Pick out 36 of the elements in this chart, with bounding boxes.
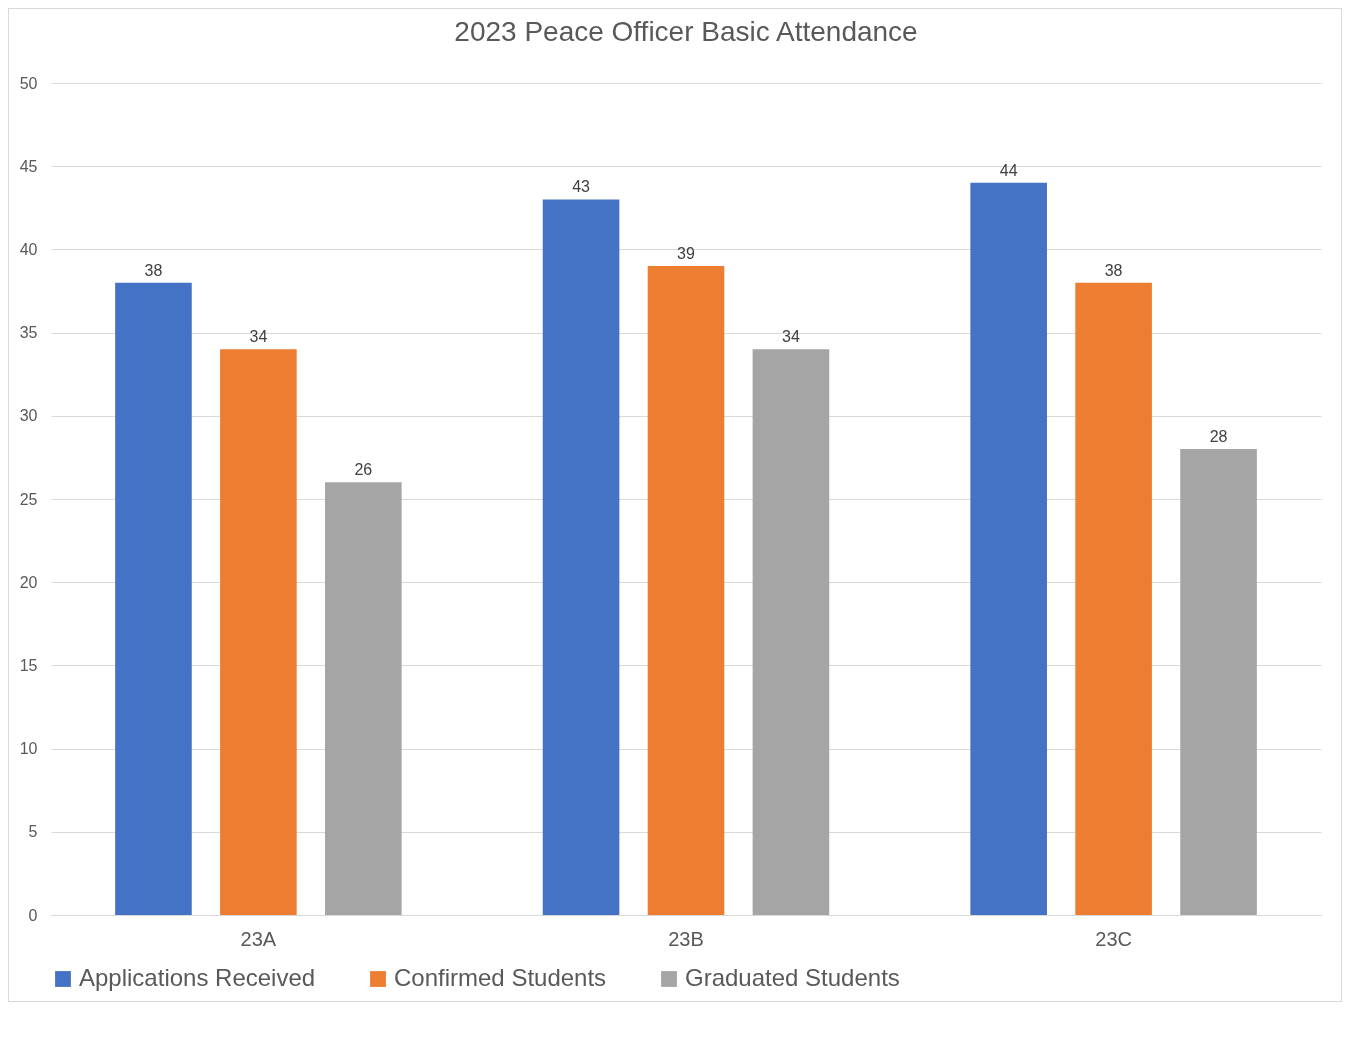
x-tick-label: 23C <box>1095 927 1132 950</box>
data-label: 39 <box>677 245 695 263</box>
legend-label: Applications Received <box>79 964 316 991</box>
x-tick-label: 23B <box>668 927 704 950</box>
y-tick-label: 35 <box>19 324 38 342</box>
y-tick-label: 50 <box>19 74 38 92</box>
y-tick-label: 40 <box>19 240 38 258</box>
data-label: 44 <box>999 161 1018 179</box>
y-tick-label: 25 <box>19 490 38 508</box>
bar <box>542 199 620 915</box>
bar <box>970 182 1047 915</box>
bar <box>115 282 192 915</box>
chart-title: 2023 Peace Officer Basic Attendance <box>454 16 918 47</box>
y-tick-label: 45 <box>19 157 38 175</box>
y-tick-label: 30 <box>19 407 38 425</box>
data-label: 43 <box>572 178 591 196</box>
data-label: 26 <box>354 461 373 479</box>
data-label: 38 <box>1104 261 1123 279</box>
legend-label: Confirmed Students <box>394 964 607 991</box>
data-label: 38 <box>144 261 163 279</box>
bar <box>752 349 830 915</box>
y-tick-label: 0 <box>28 906 38 924</box>
data-label: 34 <box>782 328 800 346</box>
y-tick-label: 5 <box>28 823 38 841</box>
bar <box>325 482 402 915</box>
bar <box>647 266 725 915</box>
data-label: 28 <box>1209 428 1228 446</box>
y-tick-label: 20 <box>19 573 38 591</box>
bar <box>220 349 297 915</box>
x-tick-label: 23A <box>240 927 277 950</box>
bar <box>1180 449 1257 915</box>
legend-label: Graduated Students <box>685 964 900 991</box>
y-tick-label: 10 <box>19 740 38 758</box>
data-label: 34 <box>249 328 268 346</box>
bar <box>1075 282 1152 915</box>
y-tick-label: 15 <box>19 656 38 674</box>
